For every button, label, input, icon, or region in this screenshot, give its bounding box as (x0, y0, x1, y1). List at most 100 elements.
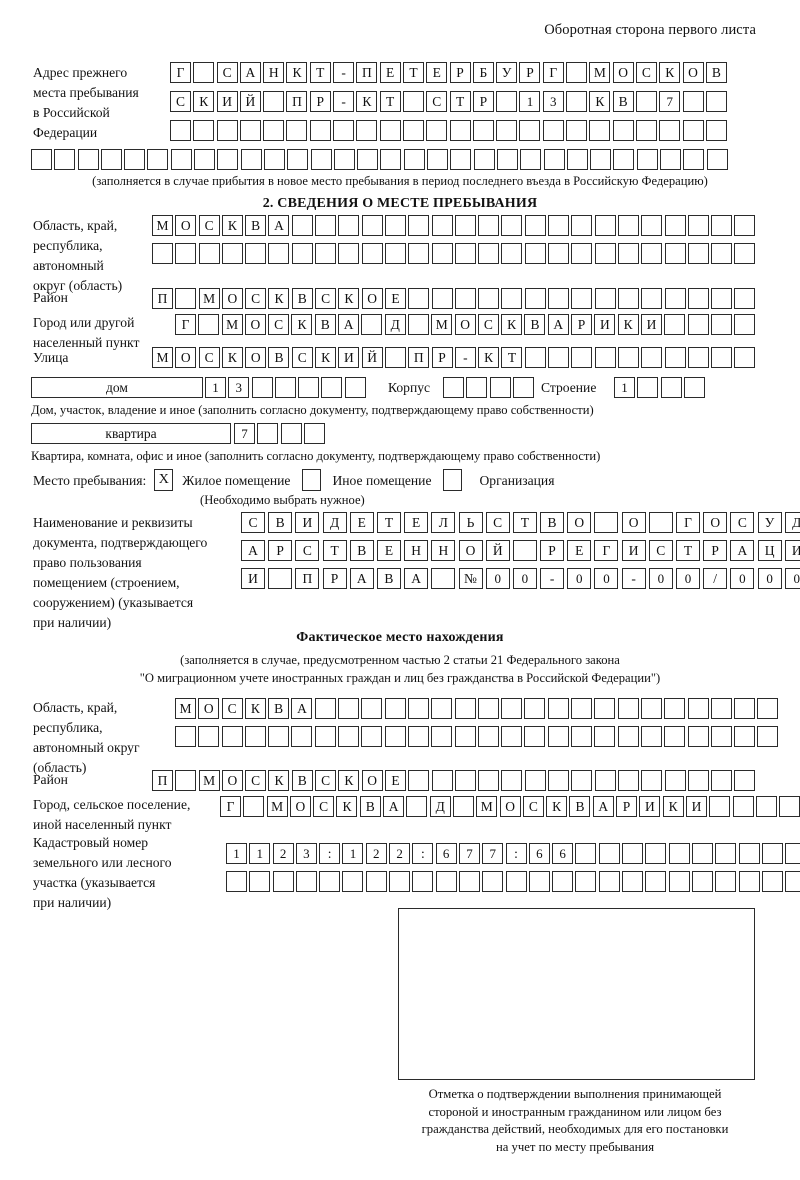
section2-region-r2-cell-21[interactable] (617, 243, 639, 264)
actual-region-r2-cell-8[interactable] (338, 726, 360, 747)
document-r3-cell-21[interactable]: 0 (784, 568, 800, 589)
korpus-cell-1[interactable] (443, 377, 464, 398)
prev-address-r3-cell-14[interactable] (472, 120, 494, 141)
prev-address-r3-cell-21[interactable] (635, 120, 657, 141)
actual-district-cell-8[interactable]: С (315, 770, 337, 791)
actual-region-r1-cell-12[interactable] (431, 698, 453, 719)
stroenie-cell-3[interactable] (660, 377, 682, 398)
section2-region-r2-cell-12[interactable] (408, 243, 430, 264)
korpus-cells[interactable] (443, 377, 536, 398)
prev-address-r1-cell-18[interactable] (566, 62, 588, 83)
prev-address-r4-cell-12[interactable] (287, 149, 309, 170)
section2-region-r1-cell-1[interactable]: М (152, 215, 173, 236)
document-r1-cell-6[interactable]: Т (376, 512, 401, 533)
actual-city-cell-2[interactable] (243, 796, 265, 817)
cadastral-r2-cell-4[interactable] (295, 871, 317, 892)
section2-region-r1-cell-6[interactable]: А (268, 215, 290, 236)
cadastral-r2-cell-23[interactable] (738, 871, 760, 892)
section2-city-cell-6[interactable]: К (291, 314, 313, 335)
actual-city-cell-10[interactable]: Д (429, 796, 451, 817)
cadastral-r1-cell-16[interactable] (575, 843, 597, 864)
prev-address-r2-cell-13[interactable]: Т (449, 91, 471, 112)
cadastral-r2-cell-19[interactable] (645, 871, 667, 892)
section2-city-cell-8[interactable]: А (338, 314, 360, 335)
prev-address-r2-cell-11[interactable] (402, 91, 424, 112)
document-r2-cell-11[interactable] (512, 540, 537, 561)
section2-street-cell-26[interactable] (734, 347, 756, 368)
prev-address-r4-cell-18[interactable] (427, 149, 449, 170)
section2-region-r1-cell-9[interactable] (338, 215, 360, 236)
document-r1-cell-18[interactable]: О (703, 512, 728, 533)
korpus-cell-4[interactable] (512, 377, 534, 398)
prev-address-r2-cell-2[interactable]: К (193, 91, 215, 112)
document-r3-cell-6[interactable]: В (376, 568, 401, 589)
section2-city-cell-23[interactable] (687, 314, 709, 335)
prev-address-r1-cell-22[interactable]: К (659, 62, 681, 83)
actual-region-r2-cell-21[interactable] (640, 726, 662, 747)
cadastral-r1-cell-10[interactable]: 6 (435, 843, 457, 864)
actual-region-r1-cell-8[interactable] (338, 698, 360, 719)
document-r2-cell-7[interactable]: Н (404, 540, 429, 561)
actual-region-r1-cell-16[interactable] (524, 698, 546, 719)
stay-type-option-organization-checkbox[interactable] (443, 469, 463, 491)
document-r1-cell-17[interactable]: Г (676, 512, 700, 533)
actual-city-cell-19[interactable]: И (639, 796, 661, 817)
prev-address-r3-cell-16[interactable] (519, 120, 541, 141)
actual-city-cell-14[interactable]: С (522, 796, 544, 817)
prev-address-r2-cell-23[interactable] (682, 91, 704, 112)
section2-district-cell-16[interactable] (501, 288, 523, 309)
actual-district-cell-9[interactable]: К (338, 770, 360, 791)
actual-city-cell-24[interactable] (755, 796, 777, 817)
cadastral-r1-cell-14[interactable]: 6 (528, 843, 550, 864)
section2-region-r1-cell-2[interactable]: О (175, 215, 197, 236)
actual-region-r1-cell-18[interactable] (571, 698, 593, 719)
section2-district-cell-1[interactable]: П (152, 288, 173, 309)
section2-street-cell-24[interactable] (687, 347, 709, 368)
section2-region-r1-cell-7[interactable] (291, 215, 313, 236)
actual-region-r1-cell-19[interactable] (594, 698, 616, 719)
section2-region-r1-cell-19[interactable] (571, 215, 593, 236)
house-cell-1[interactable]: 1 (205, 377, 226, 398)
document-r3-cell-7[interactable]: А (404, 568, 429, 589)
actual-city-cell-22[interactable] (709, 796, 731, 817)
prev-address-r1-cell-6[interactable]: К (286, 62, 308, 83)
cadastral-r2-cell-10[interactable] (435, 871, 457, 892)
prev-address-r1-cell-12[interactable]: Е (426, 62, 448, 83)
prev-address-r1-cell-11[interactable]: Т (402, 62, 424, 83)
prev-address-r4-cell-22[interactable] (520, 149, 542, 170)
actual-region-r1-cell-11[interactable] (407, 698, 429, 719)
actual-district-cell-12[interactable] (408, 770, 430, 791)
section2-region-row-2[interactable] (152, 243, 758, 264)
actual-region-r1-cell-17[interactable] (547, 698, 569, 719)
cadastral-r2-cell-8[interactable] (389, 871, 411, 892)
section2-region-r2-cell-1[interactable] (152, 243, 173, 264)
cadastral-r2-cell-18[interactable] (622, 871, 644, 892)
prev-address-r3-cell-10[interactable] (379, 120, 401, 141)
section2-region-r2-cell-5[interactable] (245, 243, 267, 264)
prev-address-r4-cell-23[interactable] (543, 149, 565, 170)
prev-address-r4-cell-26[interactable] (613, 149, 635, 170)
section2-region-r1-cell-4[interactable]: К (221, 215, 243, 236)
actual-region-r2-cell-6[interactable] (291, 726, 313, 747)
prev-address-r2-cell-4[interactable]: Й (239, 91, 261, 112)
cadastral-r2-cell-7[interactable] (365, 871, 387, 892)
section2-district-cell-18[interactable] (548, 288, 570, 309)
prev-address-r4-cell-14[interactable] (333, 149, 355, 170)
document-r2-cell-6[interactable]: Е (376, 540, 401, 561)
prev-address-r1-cell-15[interactable]: У (496, 62, 518, 83)
section2-city-cell-18[interactable]: Р (571, 314, 593, 335)
prev-address-r4-cell-27[interactable] (636, 149, 658, 170)
prev-address-r3-cell-24[interactable] (705, 120, 727, 141)
document-r3-cell-14[interactable]: 0 (594, 568, 619, 589)
stroenie-cell-2[interactable] (637, 377, 659, 398)
document-r1-cell-19[interactable]: С (730, 512, 755, 533)
actual-region-r2-cell-26[interactable] (757, 726, 779, 747)
section2-city-cell-19[interactable]: И (594, 314, 616, 335)
section2-district-cell-14[interactable] (454, 288, 476, 309)
actual-region-r2-cell-2[interactable] (198, 726, 220, 747)
prev-address-r2-cell-14[interactable]: Р (472, 91, 494, 112)
prev-address-r2-cell-22[interactable]: 7 (659, 91, 681, 112)
